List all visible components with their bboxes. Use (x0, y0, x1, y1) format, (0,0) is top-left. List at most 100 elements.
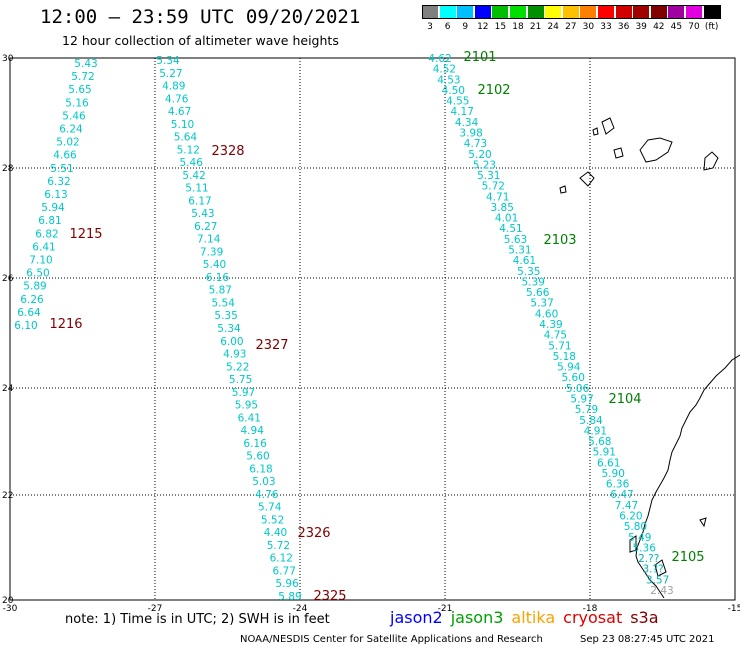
wave-height-label: 5.03 (252, 476, 275, 488)
pass-number-label: 1215 (69, 227, 102, 242)
wave-height-label: 4.66 (53, 150, 77, 162)
colorbar-swatch (422, 5, 438, 19)
lat-tick-label: 24 (2, 384, 14, 394)
colorbar-label: 21 (529, 22, 542, 32)
wave-height-label: 4.91 (584, 425, 607, 437)
credit-line: NOAA/NESDIS Center for Satellite Applica… (240, 634, 543, 645)
colorbar-label: 24 (547, 22, 559, 32)
lon-tick-label: -27 (148, 604, 163, 614)
wave-height-label: 6.50 (26, 268, 49, 280)
wave-height-label: 5.42 (182, 170, 205, 182)
wave-height-label: 6.64 (17, 307, 41, 319)
wave-height-label: 5.74 (258, 502, 282, 514)
colorbar-swatch (474, 5, 491, 19)
wave-height-label: 4.34 (455, 117, 479, 129)
altimeter-tracks: 5.435.725.655.165.466.245.024.665.516.32… (14, 53, 673, 603)
wave-height-label: 4.94 (241, 425, 265, 437)
wave-height-label: 6.16 (243, 438, 267, 450)
wave-height-label: 5.68 (588, 436, 611, 448)
wave-height-label: 5.97 (570, 394, 593, 406)
lon-tick-label: -30 (3, 604, 18, 614)
pass-number-label: 2104 (608, 392, 641, 407)
lat-tick-label: 30 (2, 54, 14, 64)
wave-height-label: 5.72 (482, 181, 505, 193)
island-la-gomera (613, 147, 624, 159)
wave-height-label: 5.02 (56, 137, 79, 149)
wave-height-label: 5.18 (553, 351, 576, 363)
wave-height-label: 4.76 (165, 93, 189, 105)
wave-height-label: 5.72 (267, 540, 290, 552)
wave-height-label: 6.41 (238, 412, 261, 424)
wave-height-label: 4.75 (544, 330, 567, 342)
wave-height-label: 5.12 (177, 144, 200, 156)
pass-number-label: 2105 (671, 550, 704, 565)
wave-height-label: 5.43 (74, 58, 97, 70)
colorbar-swatch (545, 5, 562, 19)
colorbar-label: 3 (427, 22, 433, 32)
colorbar-swatch (439, 5, 456, 19)
colorbar-label: 6 (444, 22, 451, 32)
wave-height-label: 5.31 (508, 245, 531, 257)
wave-height-label: 6.82 (35, 228, 58, 240)
wave-height-label: 5.39 (522, 276, 545, 288)
wave-height-label: 4.55 (446, 96, 469, 108)
colorbar-swatch (562, 5, 579, 19)
wave-height-label: 4.53 (437, 74, 460, 86)
lat-tick-label: 28 (2, 164, 14, 174)
wave-height-label: 4.52 (433, 64, 456, 76)
wave-height-label: 5.23 (473, 159, 496, 171)
wave-height-label: 4.76 (255, 489, 279, 501)
wave-height-label: 3.98 (459, 128, 482, 140)
lat-tick-label: 22 (2, 491, 13, 501)
lat-tick-label: 26 (2, 274, 14, 284)
wave-height-label: 5.10 (171, 119, 194, 131)
wave-height-label: 5.46 (62, 110, 86, 122)
colorbar-swatch (598, 5, 614, 19)
colorbar-label: 39 (635, 22, 647, 32)
wave-height-label: 2.?? (638, 553, 659, 565)
map-frame (9, 57, 736, 601)
colorbar-swatch (510, 5, 526, 19)
wave-height-label: 5.84 (579, 415, 603, 427)
wave-height-label: 5.97 (232, 387, 255, 399)
wave-height-label: 5.34 (217, 323, 241, 335)
colorbar-label: 70 (688, 22, 700, 32)
wave-height-label: 3.85 (491, 202, 514, 214)
wave-height-label: 4.67 (168, 106, 191, 118)
lon-tick-label: -15 (728, 604, 740, 614)
wave-height-label: 5.94 (557, 362, 581, 374)
wave-height-label: 5.54 (212, 298, 236, 310)
wave-height-label: 7.39 (200, 246, 223, 258)
colorbar-swatch (686, 5, 702, 19)
wave-height-label: 5.75 (229, 374, 252, 386)
colorbar-label: 9 (462, 22, 469, 32)
pass-labels: 2101 2102 2103 2104 2105 2328 2327 2326 2325 1215… (49, 50, 704, 604)
colorbar-label: 18 (512, 22, 524, 32)
wave-height-label: 3.?? (643, 564, 664, 576)
wave-height-label: 4.51 (499, 223, 522, 235)
wave-height-label: 4.40 (264, 527, 287, 539)
colorbar-swatch (492, 5, 509, 19)
coast-feature-3 (654, 559, 667, 577)
coast-feature-2 (629, 535, 637, 553)
wave-height-label: 5.60 (562, 372, 585, 384)
wave-height-label: 6.32 (47, 176, 70, 188)
wave-height-label: 5.36 (633, 542, 657, 554)
satellite-legend-item: s3a (630, 608, 659, 627)
wave-height-label: 5.06 (566, 383, 590, 395)
colorbar-label: 33 (600, 22, 612, 32)
colorbar-swatch (580, 5, 597, 19)
wave-height-label: 5.79 (575, 404, 598, 416)
wave-height-label: 5.20 (468, 149, 491, 161)
wave-height-label: 4.93 (223, 349, 246, 361)
map-grid: -30 -27 -24 -21 -18 -15 30 28 26 24 22 20 (2, 54, 740, 614)
island-small-1 (559, 185, 567, 194)
wave-height-label: 5.71 (548, 340, 571, 352)
wave-height-label: 5.16 (65, 97, 89, 109)
colorbar-label: 42 (653, 22, 665, 32)
wave-height-label: 5.40 (203, 259, 226, 271)
wave-height-label: 6.00 (220, 336, 243, 348)
wave-height-label: 5.89 (278, 591, 301, 603)
satellite-legend-item: jason3 (450, 608, 504, 627)
wave-height-label: 5.80 (624, 521, 647, 533)
